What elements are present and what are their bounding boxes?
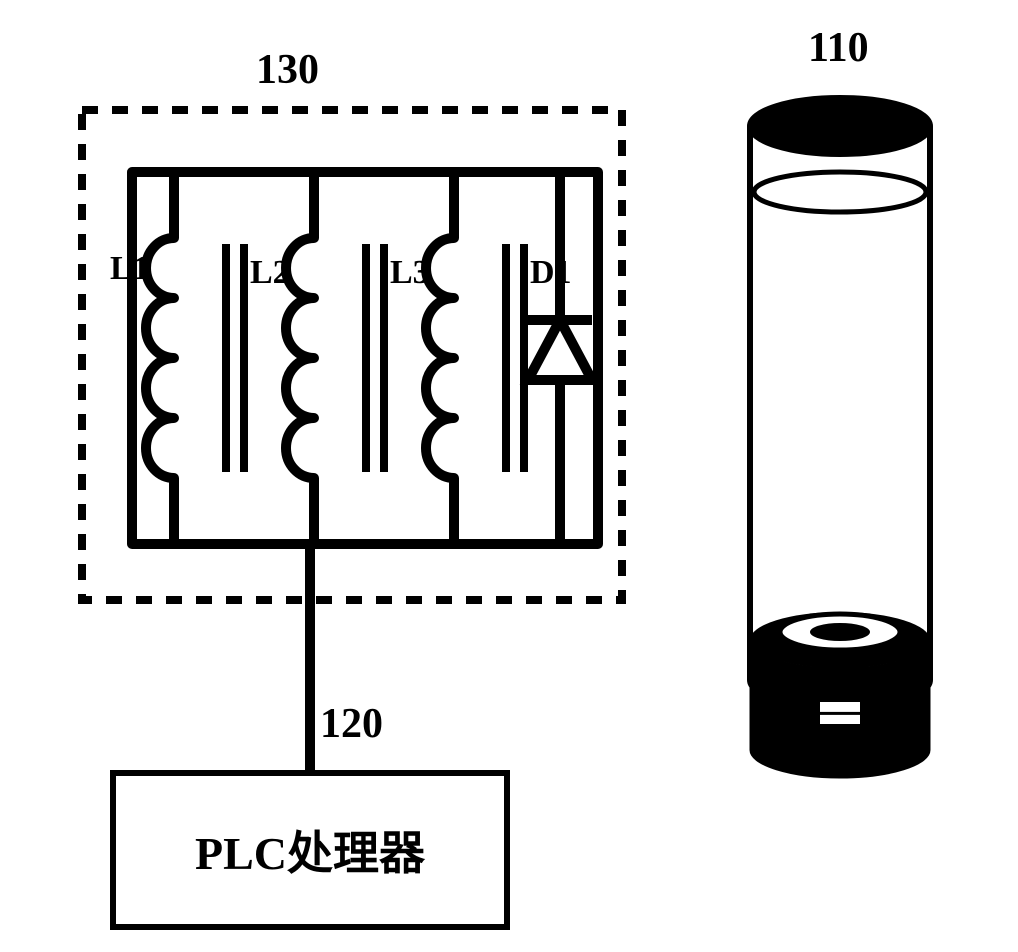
inductor-L1-coil <box>146 238 174 478</box>
diode-triangle <box>528 320 592 380</box>
diagram-svg <box>0 0 1018 952</box>
inductor-L3-coil <box>426 238 454 478</box>
inductor-L2-coil <box>286 238 314 478</box>
cylinder-lid <box>750 98 930 154</box>
cylinder-base-slot-divider <box>820 712 860 715</box>
cylinder-base-ring-inner <box>810 623 870 641</box>
cylinder-liquid-line <box>754 172 926 212</box>
